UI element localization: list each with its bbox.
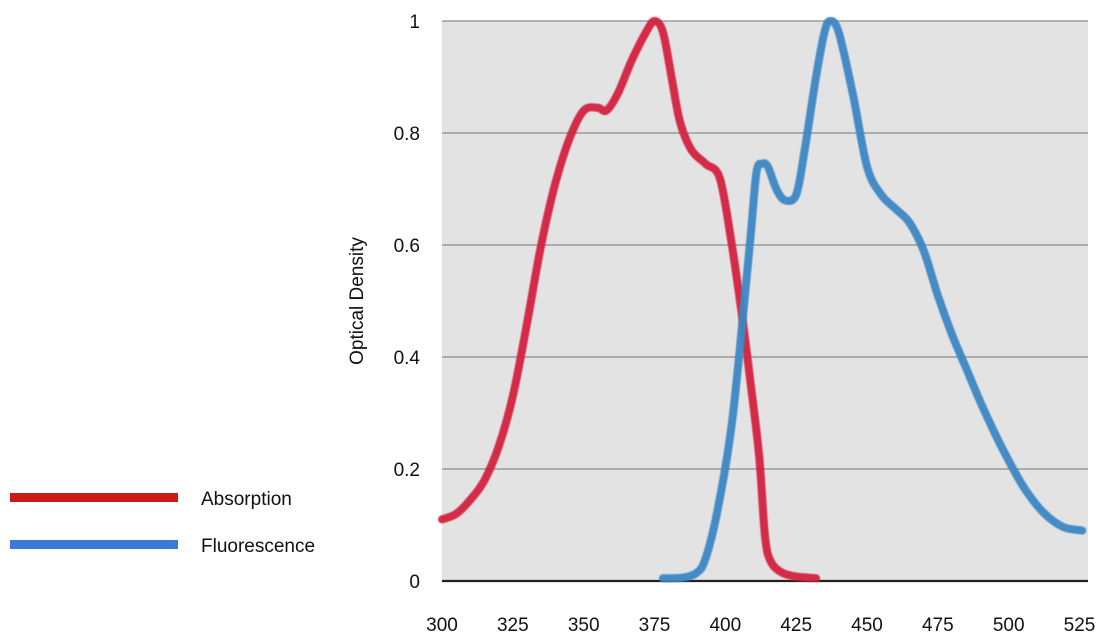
- x-tick-label: 500: [993, 615, 1025, 636]
- y-tick-label: 1: [409, 12, 420, 33]
- x-tick-label: 425: [780, 615, 812, 636]
- x-axis-tick-labels: 300 325 350 375 400 425 450 475 500 525: [426, 615, 1095, 636]
- y-tick-label: 0.2: [394, 460, 420, 481]
- x-tick-label: 375: [639, 615, 671, 636]
- series-lines: [438, 16, 1087, 583]
- y-tick-label: 0.8: [394, 124, 420, 145]
- y-tick-label: 0: [409, 572, 420, 593]
- fluorescence-series-line: [659, 16, 1087, 583]
- absorption-series-line: [438, 17, 820, 583]
- absorption-legend-swatch: [10, 493, 178, 502]
- y-tick-label: 0.6: [394, 236, 420, 257]
- fluorescence-legend-swatch: [10, 540, 178, 549]
- legend: Absorption Fluorescence: [10, 489, 315, 557]
- x-tick-label: 350: [568, 615, 600, 636]
- y-tick-label: 0.4: [394, 348, 421, 369]
- fluorescence-legend-label: Fluorescence: [201, 536, 315, 557]
- gridlines: [442, 20, 1088, 583]
- x-tick-label: 400: [709, 615, 741, 636]
- x-tick-label: 475: [922, 615, 954, 636]
- x-tick-label: 325: [497, 615, 529, 636]
- x-tick-label: 525: [1064, 615, 1096, 636]
- y-axis-label: Optical Density: [347, 237, 368, 365]
- x-tick-label: 450: [851, 615, 883, 636]
- y-axis-tick-labels: 0 0.2 0.4 0.6 0.8 1: [394, 12, 421, 593]
- x-tick-label: 300: [426, 615, 458, 636]
- absorption-legend-label: Absorption: [201, 489, 292, 510]
